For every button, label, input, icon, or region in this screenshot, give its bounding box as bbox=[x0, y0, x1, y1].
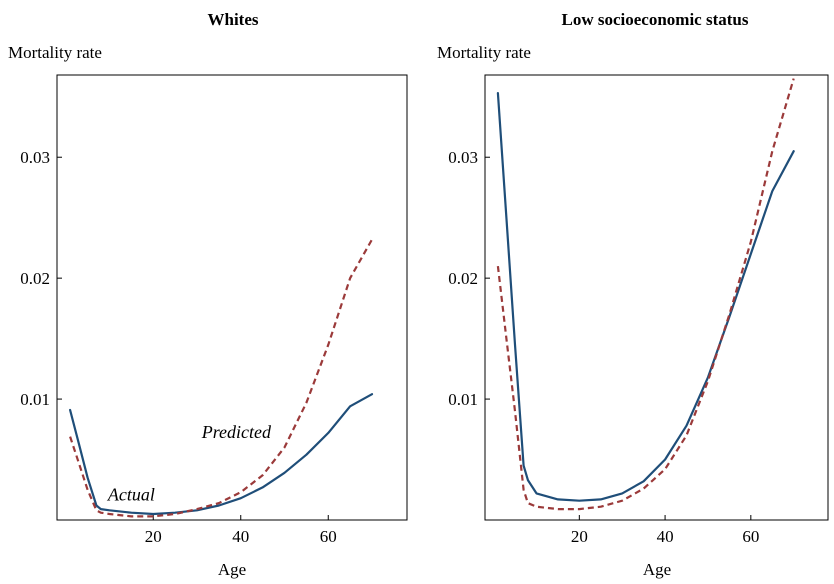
x-ticks: 20 40 60 bbox=[571, 515, 759, 546]
y-tick-label: 0.01 bbox=[20, 390, 50, 409]
y-axis-label: Mortality rate bbox=[437, 43, 531, 62]
plot-frame bbox=[484, 74, 829, 521]
series-line-predicted bbox=[496, 78, 795, 511]
annotation-predicted: Predicted bbox=[201, 422, 272, 442]
y-tick-label: 0.02 bbox=[20, 269, 50, 288]
x-tick-label: 40 bbox=[232, 527, 249, 546]
y-tick-label: 0.03 bbox=[448, 148, 478, 167]
x-ticks: 20 40 60 bbox=[145, 515, 337, 546]
x-tick-label: 40 bbox=[657, 527, 674, 546]
panel-title: Whites bbox=[208, 10, 259, 29]
series-layer bbox=[68, 238, 374, 518]
y-tick-label: 0.02 bbox=[448, 269, 478, 288]
y-ticks: 0.01 0.02 0.03 bbox=[448, 148, 490, 409]
x-tick-label: 20 bbox=[145, 527, 162, 546]
x-tick-label: 60 bbox=[320, 527, 337, 546]
x-tick-label: 60 bbox=[742, 527, 759, 546]
plot-frame bbox=[56, 74, 408, 521]
series-line-actual bbox=[496, 91, 795, 502]
panel-title: Low socioeconomic status bbox=[562, 10, 749, 29]
annotation-actual: Actual bbox=[107, 485, 155, 505]
panel-low-ses: Low socioeconomic status Mortality rate … bbox=[437, 10, 829, 579]
series-line-predicted bbox=[69, 238, 373, 518]
panel-whites: Whites Mortality rate 0.01 0.02 0.03 20 40 6… bbox=[8, 10, 408, 579]
y-tick-label: 0.03 bbox=[20, 148, 50, 167]
y-tick-label: 0.01 bbox=[448, 390, 478, 409]
y-axis-label: Mortality rate bbox=[8, 43, 102, 62]
series-layer bbox=[496, 78, 795, 511]
annotation-layer: Actual Predicted bbox=[107, 422, 272, 505]
x-axis-label: Age bbox=[218, 560, 246, 579]
x-tick-label: 20 bbox=[571, 527, 588, 546]
series-line-actual bbox=[68, 393, 374, 516]
y-ticks: 0.01 0.02 0.03 bbox=[20, 148, 62, 409]
x-axis-label: Age bbox=[643, 560, 671, 579]
